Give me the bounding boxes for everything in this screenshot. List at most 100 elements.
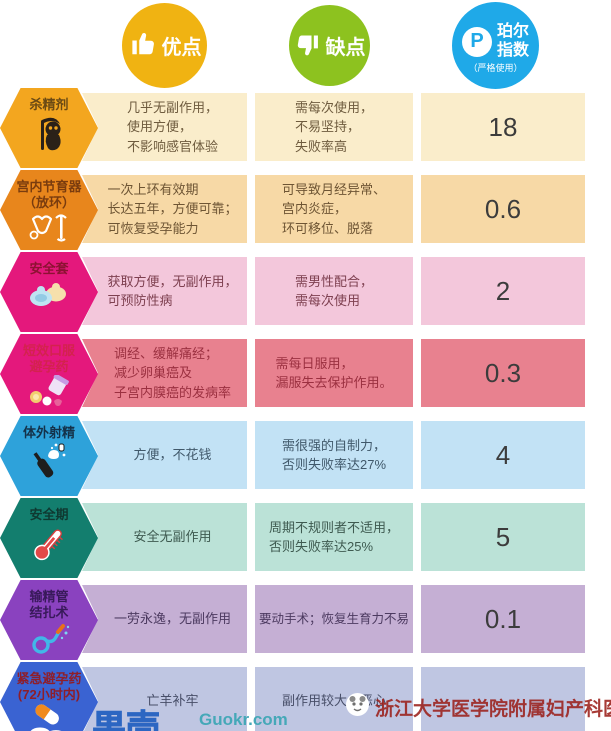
cons-text: 周期不规则者不适用， 否则失败率达25% bbox=[268, 519, 399, 555]
cons-text: 需很强的自制力， 否则失败率达27% bbox=[281, 437, 387, 473]
row-band: 几乎无副作用， 使用方便， 不影响感官体验 需每次使用， 不易坚持， 失败率高 … bbox=[82, 93, 585, 161]
table-row-oral-pill: 调经、缓解痛经； 减少卵巢癌及 子宫内膜癌的发病率 需每日服用， 漏服失去保护作… bbox=[0, 334, 611, 416]
cons-cell: 需男性配合， 需每次使用 bbox=[255, 257, 413, 325]
pills-icon bbox=[26, 373, 72, 412]
method-hexagon: 短效口服 避孕药 bbox=[0, 334, 98, 414]
column-divider bbox=[413, 585, 421, 653]
pearl-index-value: 5 bbox=[495, 521, 511, 552]
pearl-index-value: 0.3 bbox=[484, 357, 522, 388]
tied-tube-icon bbox=[26, 621, 72, 660]
pearl-index-value: 18 bbox=[488, 111, 518, 142]
method-hexagon: 安全套 bbox=[0, 252, 98, 332]
table-row-safe-period: 安全无副作用 周期不规则者不适用， 否则失败率达25% 5 安全期 bbox=[0, 498, 611, 580]
table-row-spermicide: 几乎无副作用， 使用方便， 不影响感官体验 需每次使用， 不易坚持， 失败率高 … bbox=[0, 88, 611, 170]
guokr-logo: 果壳 bbox=[92, 709, 160, 731]
method-label: 杀精剂 bbox=[29, 97, 69, 112]
pros-cell: 调经、缓解痛经； 减少卵巢癌及 子宫内膜癌的发病率 bbox=[98, 339, 247, 407]
condom-icon bbox=[26, 278, 72, 315]
header-pearl-index-badge: P 珀尔 指数 （严格使用） bbox=[452, 2, 539, 89]
method-label: 宫内节育器 （放环） bbox=[16, 179, 82, 210]
pearl-index-label: 珀尔 指数 bbox=[496, 23, 529, 59]
pros-cell: 方便，不花钱 bbox=[98, 421, 247, 489]
pearl-index-cell: 2 bbox=[421, 257, 585, 325]
column-divider bbox=[247, 175, 255, 243]
pros-text: 亡羊补牢 bbox=[146, 693, 199, 709]
pros-cell: 一次上环有效期 长达五年，方便可靠； 可恢复受孕能力 bbox=[98, 175, 247, 243]
column-divider bbox=[247, 667, 255, 731]
cons-cell: 要动手术；恢复生育力不易 bbox=[255, 585, 413, 653]
pros-cell: 一劳永逸，无副作用 bbox=[98, 585, 247, 653]
row-band: 方便，不花钱 需很强的自制力， 否则失败率达27% 4 bbox=[82, 421, 585, 489]
column-divider bbox=[247, 585, 255, 653]
method-label: 紧急避孕药 (72小时内) bbox=[16, 671, 82, 702]
pearl-index-value: 0.1 bbox=[484, 603, 522, 634]
pearl-index-subtitle: （严格使用） bbox=[468, 62, 523, 73]
method-hexagon: 安全期 bbox=[0, 498, 98, 578]
method-hexagon: 体外射精 bbox=[0, 416, 98, 496]
pros-text: 安全无副作用 bbox=[133, 529, 212, 545]
guokr-site-watermark: Guokr.com bbox=[199, 710, 288, 729]
thumbs-down-icon bbox=[294, 32, 322, 60]
table-row-iud: 一次上环有效期 长达五年，方便可靠； 可恢复受孕能力 可导致月经异常、 宫内炎症… bbox=[0, 170, 611, 252]
pros-cell: 获取方便，无副作用， 可预防性病 bbox=[98, 257, 247, 325]
capsule-icon bbox=[26, 703, 72, 731]
method-hexagon: 输精管 结扎术 bbox=[0, 580, 98, 660]
method-hexagon: 杀精剂 bbox=[0, 88, 98, 168]
pros-text: 调经、缓解痛经； 减少卵巢癌及 子宫内膜癌的发病率 bbox=[113, 345, 231, 400]
reaper-icon bbox=[28, 114, 70, 161]
champagne-bottle-icon bbox=[28, 442, 70, 485]
table-row-vasectomy: 一劳永逸，无副作用 要动手术；恢复生育力不易 0.1 输精管 结扎术 bbox=[0, 580, 611, 662]
method-hexagon: 宫内节育器 （放环） bbox=[0, 170, 98, 250]
pros-text: 几乎无副作用， 使用方便， 不影响感官体验 bbox=[126, 99, 218, 154]
header-advantages-badge: 优点 bbox=[122, 3, 207, 88]
disadvantages-label: 缺点 bbox=[325, 37, 366, 59]
hospital-logo-icon bbox=[345, 692, 370, 722]
pros-cell: 安全无副作用 bbox=[98, 503, 247, 571]
cons-cell: 需每次使用， 不易坚持， 失败率高 bbox=[255, 93, 413, 161]
pros-text: 获取方便，无副作用， 可预防性病 bbox=[107, 273, 238, 309]
method-label: 短效口服 避孕药 bbox=[22, 343, 75, 374]
cons-text: 要动手术；恢复生育力不易 bbox=[258, 611, 409, 626]
pearl-index-cell: 0.6 bbox=[421, 175, 585, 243]
pros-text: 一劳永逸，无副作用 bbox=[113, 611, 231, 627]
hospital-watermark: 浙江大学医学院附属妇产科医院 bbox=[345, 692, 611, 722]
table-row-emergency-pill: 亡羊补牢 副作用较大（恶心 紧急避孕药 (72小时内) bbox=[0, 662, 611, 731]
column-divider bbox=[413, 667, 421, 731]
cons-cell: 可导致月经异常、 宫内炎症， 环可移位、脱落 bbox=[255, 175, 413, 243]
row-band: 安全无副作用 周期不规则者不适用， 否则失败率达25% 5 bbox=[82, 503, 585, 571]
thermometer-icon bbox=[29, 524, 69, 569]
column-divider bbox=[413, 503, 421, 571]
thumbs-up-icon bbox=[128, 28, 158, 64]
pearl-index-value: 4 bbox=[495, 439, 511, 470]
advantages-label: 优点 bbox=[161, 37, 202, 59]
hospital-watermark-text: 浙江大学医学院附属妇产科医院 bbox=[375, 698, 611, 720]
header-disadvantages-badge: 缺点 bbox=[289, 5, 370, 86]
row-band: 调经、缓解痛经； 减少卵巢癌及 子宫内膜癌的发病率 需每日服用， 漏服失去保护作… bbox=[82, 339, 585, 407]
table-row-condom: 获取方便，无副作用， 可预防性病 需男性配合， 需每次使用 2 安全套 bbox=[0, 252, 611, 334]
method-label: 安全期 bbox=[29, 507, 69, 522]
pros-text: 方便，不花钱 bbox=[133, 447, 212, 463]
column-divider bbox=[247, 503, 255, 571]
pearl-index-cell: 4 bbox=[421, 421, 585, 489]
pearl-index-cell: 5 bbox=[421, 503, 585, 571]
cons-text: 需每日服用， 漏服失去保护作用。 bbox=[275, 355, 393, 391]
method-label: 输精管 结扎术 bbox=[29, 589, 69, 620]
cons-cell: 周期不规则者不适用， 否则失败率达25% bbox=[255, 503, 413, 571]
column-divider bbox=[413, 175, 421, 243]
table-row-withdrawal: 方便，不花钱 需很强的自制力， 否则失败率达27% 4 体外射精 bbox=[0, 416, 611, 498]
pros-text: 一次上环有效期 长达五年，方便可靠； 可恢复受孕能力 bbox=[107, 181, 238, 236]
method-label: 体外射精 bbox=[22, 425, 75, 440]
column-divider bbox=[247, 93, 255, 161]
row-band: 获取方便，无副作用， 可预防性病 需男性配合， 需每次使用 2 bbox=[82, 257, 585, 325]
pearl-index-cell: 18 bbox=[421, 93, 585, 161]
method-label: 安全套 bbox=[29, 261, 69, 276]
column-divider bbox=[413, 421, 421, 489]
pros-cell: 几乎无副作用， 使用方便， 不影响感官体验 bbox=[98, 93, 247, 161]
column-divider bbox=[247, 339, 255, 407]
column-divider bbox=[413, 257, 421, 325]
row-band: 亡羊补牢 副作用较大（恶心 bbox=[82, 667, 585, 731]
iud-icon bbox=[27, 211, 71, 248]
column-divider bbox=[247, 257, 255, 325]
cons-text: 需每次使用， 不易坚持， 失败率高 bbox=[294, 99, 373, 154]
